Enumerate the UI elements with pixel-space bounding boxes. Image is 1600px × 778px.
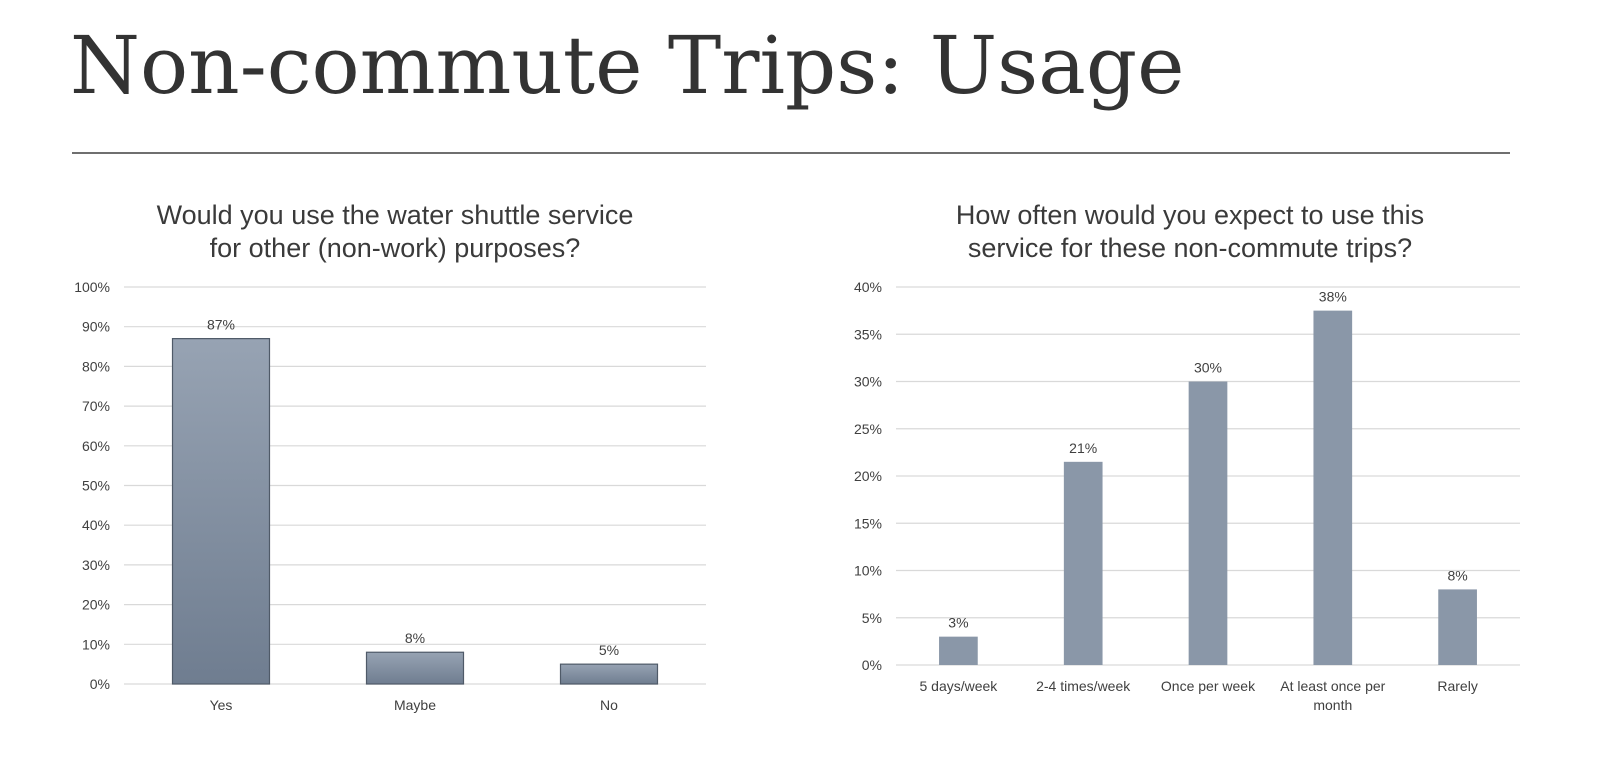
data-label: 5% (599, 642, 619, 658)
y-tick-label: 70% (82, 398, 110, 414)
y-tick-label: 50% (82, 478, 110, 494)
y-tick-label: 30% (82, 557, 110, 573)
y-tick-label: 5% (862, 610, 882, 626)
bar (171, 338, 271, 685)
y-tick-label: 80% (82, 358, 110, 374)
y-tick-label: 15% (854, 515, 882, 531)
category-label: Maybe (394, 697, 436, 713)
chart-water-shuttle-usage: Would you use the water shuttle servicef… (74, 200, 706, 713)
category-label: Rarely (1437, 678, 1477, 694)
category-label: No (600, 697, 618, 713)
y-tick-label: 0% (862, 657, 882, 673)
data-label: 30% (1194, 360, 1222, 376)
y-tick-label: 30% (854, 374, 882, 390)
y-tick-label: 20% (854, 468, 882, 484)
category-label: 2-4 times/week (1036, 678, 1131, 694)
y-tick-label: 90% (82, 319, 110, 335)
chart-title-line: for other (non-work) purposes? (210, 233, 581, 263)
bar (1063, 461, 1103, 665)
bar (559, 663, 659, 685)
bar (365, 651, 465, 685)
bar (1438, 589, 1477, 665)
category-label: 5 days/week (919, 678, 998, 694)
y-tick-label: 10% (854, 563, 882, 579)
y-tick-label: 25% (854, 421, 882, 437)
chart-title-line: Would you use the water shuttle service (157, 200, 634, 230)
title-divider (72, 152, 1510, 154)
data-label: 87% (207, 317, 235, 333)
y-tick-label: 10% (82, 636, 110, 652)
category-label: Once per week (1161, 678, 1256, 694)
slide-title: Non-commute Trips: Usage (70, 19, 1185, 112)
y-tick-label: 40% (82, 517, 110, 533)
data-label: 3% (948, 615, 968, 631)
bar (1188, 381, 1228, 665)
data-label: 8% (405, 630, 425, 646)
y-tick-label: 40% (854, 279, 882, 295)
chart-title-line: How often would you expect to use this (956, 200, 1424, 230)
data-label: 38% (1319, 289, 1347, 305)
category-label: At least once per (1280, 678, 1385, 694)
bar (939, 636, 978, 665)
y-tick-label: 60% (82, 438, 110, 454)
data-label: 8% (1447, 567, 1467, 583)
y-tick-label: 100% (74, 279, 110, 295)
y-tick-label: 35% (854, 326, 882, 342)
data-label: 21% (1069, 440, 1097, 456)
bar (1313, 310, 1353, 665)
category-label: Yes (210, 697, 233, 713)
category-label: month (1313, 697, 1352, 713)
y-tick-label: 20% (82, 597, 110, 613)
chart-title-line: service for these non-commute trips? (968, 233, 1412, 263)
y-tick-label: 0% (90, 676, 110, 692)
